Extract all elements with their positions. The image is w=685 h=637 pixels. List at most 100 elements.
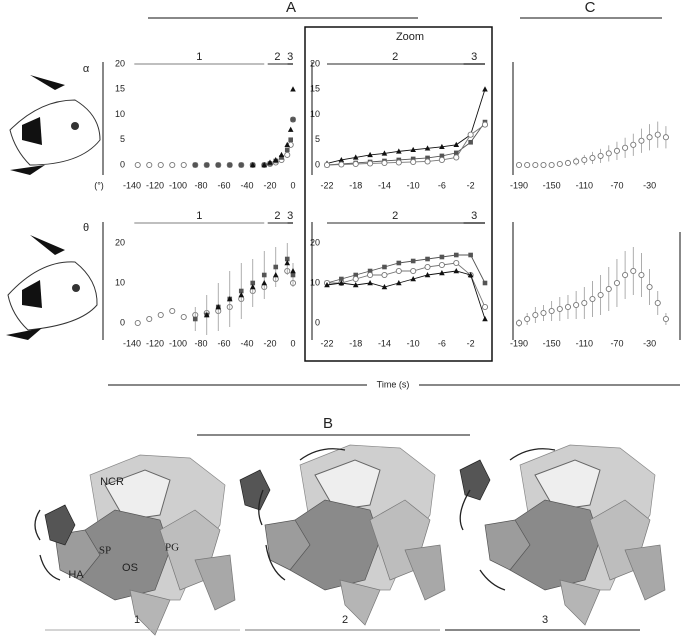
data-point [339,276,344,282]
data-point [284,141,291,147]
x-tick-label: -2 [467,180,475,190]
data-point [589,154,596,161]
data-point [192,162,198,168]
data-point [180,161,187,169]
data-point [352,160,359,168]
data-point [654,131,661,138]
data-point [638,271,645,279]
data-point [134,319,141,327]
x-tick-label: -110 [576,338,593,348]
x-tick-label: -6 [438,180,446,190]
data-point [287,126,294,132]
data-point [481,121,489,128]
part-label: NCR [100,476,124,488]
part-label: OS [122,562,138,574]
skull-drawing [54,454,236,636]
data-point [290,86,296,92]
x-tick-label: -14 [378,338,391,348]
data-point [261,162,268,168]
data-point [288,137,293,143]
data-point [622,271,629,279]
data-point [638,137,645,144]
data-point [279,155,284,160]
data-point [646,134,653,141]
phase-label: 2 [392,51,398,63]
data-point [180,313,187,321]
y-axis-unit: (°) [94,180,104,190]
x-tick-label: -40 [240,180,253,190]
data-point [338,156,345,163]
x-tick-label: -150 [543,180,561,190]
data-point [630,267,637,275]
data-point [204,162,210,168]
data-point [215,162,221,168]
data-point [382,264,387,270]
y-tick-label: 0 [315,159,320,169]
data-point [396,260,402,266]
series-line [326,254,486,284]
x-tick-label: -140 [123,180,141,190]
y-tick-label: 15 [115,84,125,94]
x-tick-label: -18 [349,338,362,348]
data-point [439,143,445,150]
x-tick-label: 0 [290,180,295,190]
part-label: HA [68,569,84,581]
data-point [467,272,474,278]
data-point [381,271,388,279]
data-point [662,134,669,141]
x-tick-label: -10 [407,338,420,348]
data-point [481,303,489,311]
data-point [410,158,417,166]
data-point [352,275,359,283]
data-point [540,309,547,317]
x-tick-label: -30 [643,180,656,190]
data-point [438,261,445,269]
data-point [367,268,373,274]
data-point [515,161,523,169]
data-point [439,270,445,276]
data-point [581,299,588,307]
data-point [605,285,612,293]
data-point [396,280,402,286]
y-tick-label: 0 [120,159,125,169]
y-tick-label: 5 [315,134,320,144]
data-point [290,272,296,278]
x-tick-label: 0 [290,338,295,348]
x-tick-label: -100 [169,180,187,190]
data-point [227,162,233,168]
phase-label: 3 [287,51,293,63]
data-point [482,86,488,92]
x-tick-label: -70 [610,180,623,190]
x-tick-label: -120 [146,180,164,190]
data-point [249,162,256,168]
data-point [278,151,285,158]
data-point [367,160,374,167]
data-point [581,156,588,163]
y-tick-label: 20 [310,237,320,247]
fish-sketch-alpha [9,75,101,175]
data-point [261,272,267,278]
data-point [238,292,245,298]
data-point [532,161,539,169]
data-point [573,301,580,309]
data-point [453,150,459,156]
data-point [589,295,596,303]
data-point [395,159,402,166]
data-point [338,280,345,286]
stage-label: 2 [342,614,348,626]
data-point [134,161,141,169]
data-point [630,141,637,148]
data-point [169,161,176,169]
y-axis-label: θ [83,222,89,234]
data-point [203,312,210,318]
data-point [548,161,555,169]
data-point [524,315,531,323]
data-point [352,154,359,160]
data-point [367,151,373,158]
y-tick-label: 15 [310,84,320,94]
data-point [540,161,547,169]
stage-label: 1 [134,614,140,626]
phase-label: 1 [196,51,202,63]
y-tick-label: 10 [115,109,125,119]
